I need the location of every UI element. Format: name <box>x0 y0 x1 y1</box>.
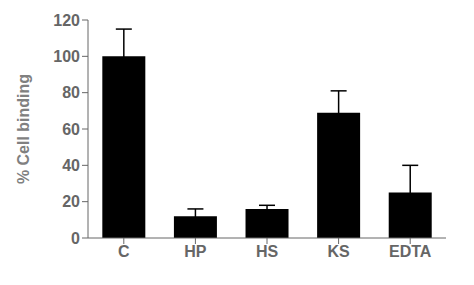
svg-text:40: 40 <box>62 157 80 174</box>
svg-text:0: 0 <box>71 230 80 247</box>
svg-text:80: 80 <box>62 84 80 101</box>
svg-text:100: 100 <box>53 48 80 65</box>
svg-text:20: 20 <box>62 193 80 210</box>
svg-text:HS: HS <box>256 243 279 260</box>
svg-text:C: C <box>118 243 130 260</box>
svg-text:% Cell binding: % Cell binding <box>15 74 32 184</box>
svg-text:KS: KS <box>327 243 350 260</box>
svg-text:HP: HP <box>184 243 207 260</box>
svg-text:EDTA: EDTA <box>389 243 432 260</box>
svg-text:120: 120 <box>53 12 80 29</box>
svg-text:60: 60 <box>62 121 80 138</box>
